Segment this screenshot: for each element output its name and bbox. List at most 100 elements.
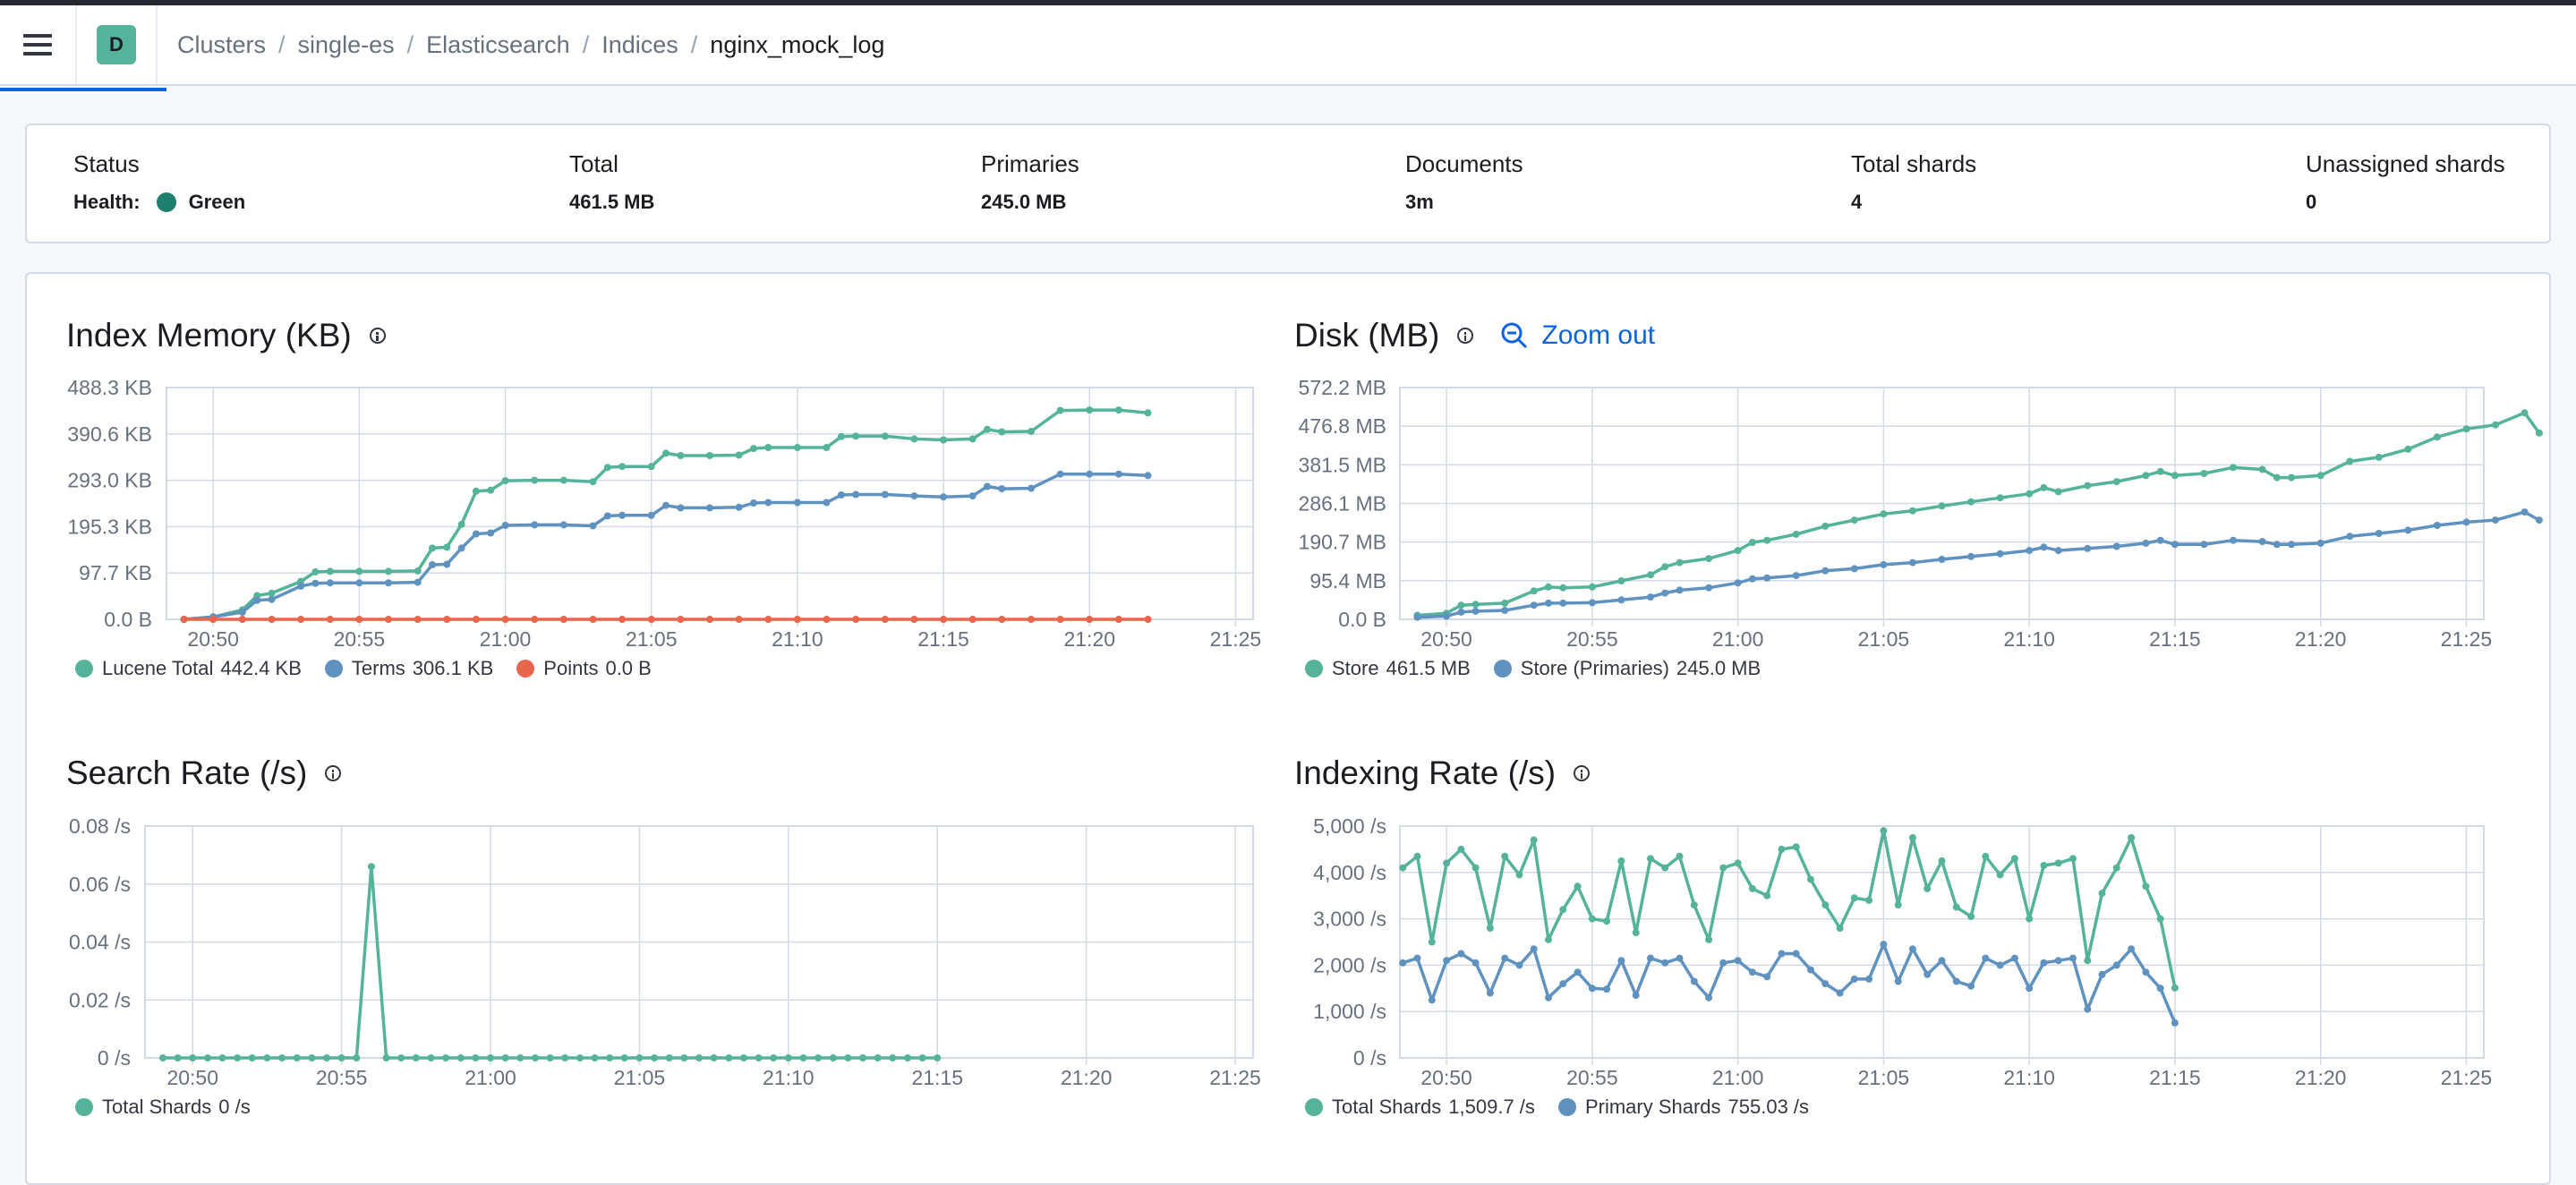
legend-item[interactable]: Total Shards 1,509.7 /s	[1305, 1095, 1535, 1119]
data-point	[1530, 945, 1538, 953]
data-point	[1457, 608, 1465, 616]
data-point	[2258, 538, 2266, 546]
data-point	[1705, 584, 1713, 592]
data-point	[209, 616, 218, 623]
data-point	[1734, 859, 1742, 867]
series-line	[183, 472, 1148, 621]
space-avatar[interactable]: D	[97, 25, 136, 64]
data-point	[248, 1054, 256, 1061]
legend-series-value: 461.5 MB	[1386, 657, 1471, 679]
data-point	[1588, 583, 1596, 591]
data-point	[397, 1054, 405, 1061]
data-point	[472, 1054, 480, 1061]
data-point	[1588, 985, 1596, 993]
data-point	[2054, 488, 2062, 496]
data-point	[910, 492, 918, 500]
legend-item[interactable]: Lucene Total 442.4 KB	[75, 657, 302, 680]
data-point	[1865, 896, 1873, 904]
data-point	[1559, 584, 1567, 592]
data-point	[2098, 890, 2106, 898]
legend-item[interactable]: Store (Primaries) 245.0 MB	[1493, 657, 1761, 680]
data-point	[2098, 970, 2106, 978]
data-point	[881, 432, 889, 440]
data-point	[2084, 544, 2092, 552]
info-icon[interactable]	[325, 765, 342, 781]
data-point	[2288, 473, 2296, 482]
chart-title-text: Index Memory (KB)	[66, 317, 352, 354]
data-point	[1545, 993, 1552, 1002]
data-point	[770, 1054, 778, 1061]
data-point	[2273, 541, 2281, 549]
data-point	[1413, 613, 1421, 621]
data-point	[443, 543, 451, 551]
data-point	[1792, 843, 1800, 851]
y-tick-label: 2,000 /s	[1313, 953, 1386, 976]
menu-button[interactable]	[0, 5, 75, 84]
breadcrumb-elasticsearch[interactable]: Elasticsearch	[426, 30, 570, 58]
info-icon[interactable]	[369, 328, 386, 344]
chart-title-text: Indexing Rate (/s)	[1294, 754, 1557, 791]
data-point	[2112, 961, 2120, 969]
legend-item[interactable]: Total Shards 0 /s	[75, 1095, 251, 1119]
y-tick-label: 5,000 /s	[1313, 814, 1386, 838]
data-point	[189, 1054, 197, 1061]
data-point	[1923, 970, 1932, 978]
data-point	[603, 512, 611, 520]
info-icon[interactable]	[1457, 328, 1474, 344]
data-point	[456, 1054, 465, 1061]
data-point	[1559, 599, 1567, 607]
data-point	[1676, 954, 1684, 962]
data-point	[735, 616, 743, 623]
legend-dot-icon	[1305, 660, 1323, 678]
data-point	[793, 444, 801, 451]
data-point	[2156, 985, 2164, 993]
breadcrumb-cluster[interactable]: single-es	[297, 30, 395, 58]
data-point	[2492, 516, 2499, 524]
info-icon[interactable]	[1574, 765, 1591, 781]
data-point	[1996, 961, 2004, 969]
data-point	[1952, 977, 1960, 985]
stat-total-shards: Total shards 4	[1851, 150, 1976, 214]
y-tick-label: 293.0 KB	[67, 469, 152, 492]
data-point	[1850, 894, 1858, 902]
data-point	[837, 491, 845, 499]
legend-item[interactable]: Primary Shards 755.03 /s	[1557, 1095, 1809, 1119]
data-point	[576, 1054, 584, 1061]
y-tick-label: 1,000 /s	[1313, 1000, 1386, 1023]
data-point	[1908, 558, 1916, 567]
legend-dot-icon	[324, 660, 343, 678]
data-point	[1880, 827, 1888, 835]
data-point	[1530, 836, 1538, 844]
data-point	[2040, 543, 2048, 551]
data-point	[620, 1054, 628, 1061]
data-point	[2142, 882, 2150, 891]
data-point	[1676, 852, 1684, 860]
breadcrumb-indices[interactable]: Indices	[601, 30, 678, 58]
data-point	[516, 1054, 525, 1061]
health-value: Health: Green	[73, 191, 245, 214]
data-point	[1661, 959, 1669, 967]
stat-value: 245.0 MB	[981, 191, 1067, 213]
stat-label: Unassigned shards	[2306, 150, 2505, 177]
data-point	[918, 1054, 926, 1061]
legend-item[interactable]: Points 0.0 B	[516, 657, 652, 680]
data-point	[385, 567, 392, 575]
breadcrumb-clusters[interactable]: Clusters	[177, 30, 267, 58]
y-tick-label: 0.08 /s	[69, 814, 131, 838]
data-point	[561, 1054, 569, 1061]
data-point	[2128, 945, 2136, 953]
data-point	[764, 444, 772, 451]
data-point	[1647, 954, 1654, 962]
data-point	[651, 1054, 659, 1061]
zoom-out-button[interactable]: Zoom out	[1500, 320, 1655, 351]
data-point	[1734, 547, 1742, 555]
data-point	[998, 428, 1006, 436]
legend-item[interactable]: Store 461.5 MB	[1305, 657, 1471, 680]
data-point	[677, 616, 685, 623]
data-point	[823, 444, 831, 451]
data-point	[2462, 518, 2470, 526]
data-point	[2156, 915, 2164, 923]
legend-item[interactable]: Terms 306.1 KB	[324, 657, 493, 680]
breadcrumb: Clusters / single-es / Elasticsearch / I…	[177, 31, 884, 59]
